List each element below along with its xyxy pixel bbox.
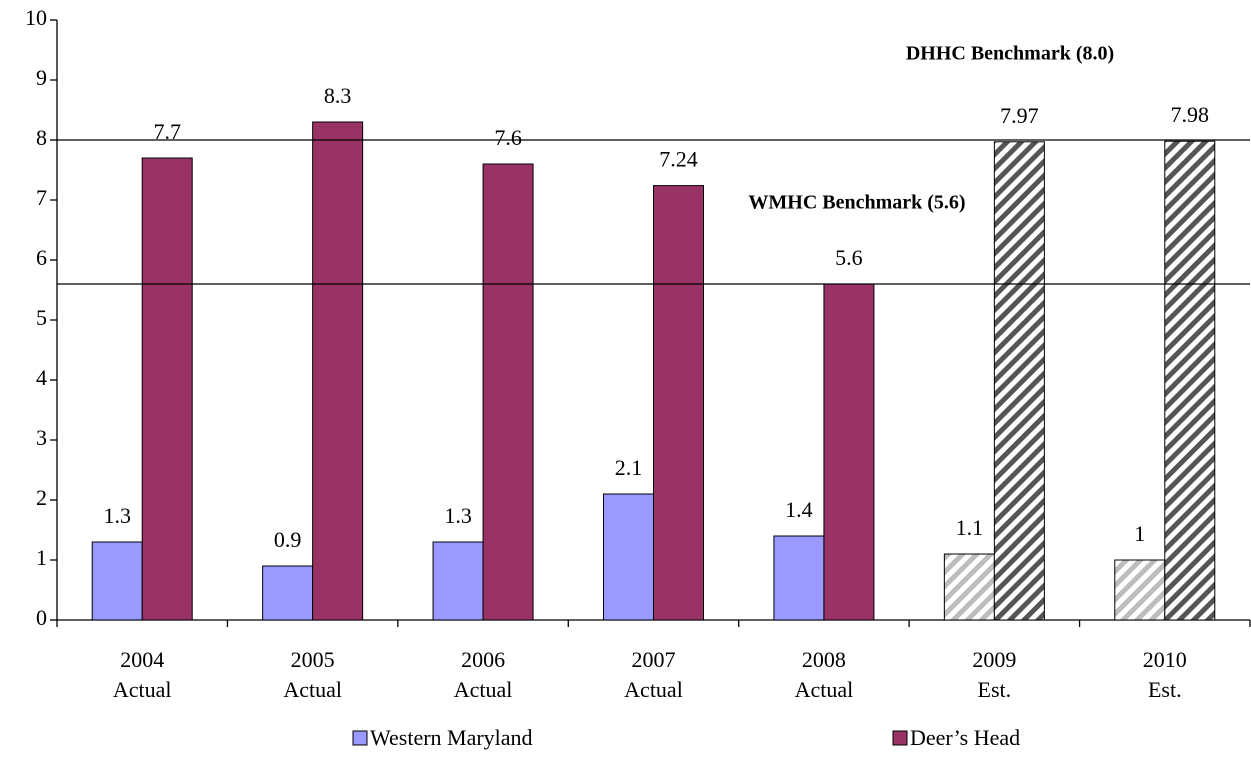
legend-swatch — [892, 730, 908, 746]
y-tick-label: 5 — [36, 305, 47, 330]
value-label: 7.98 — [1171, 102, 1210, 127]
x-tick-label: Est. — [978, 677, 1012, 702]
bar — [823, 283, 875, 621]
x-tick-label: 2006 — [461, 647, 505, 672]
y-tick-label: 8 — [36, 125, 47, 150]
value-label: 8.3 — [324, 83, 352, 108]
value-label: 5.6 — [835, 245, 863, 270]
bar — [603, 493, 654, 621]
legend-swatch — [352, 730, 368, 746]
x-tick-label: Actual — [454, 677, 513, 702]
bar — [482, 163, 534, 621]
legend-label: Western Maryland — [370, 725, 533, 750]
x-tick-label: 2007 — [632, 647, 676, 672]
value-label: 1.1 — [956, 515, 984, 540]
value-label: 7.6 — [494, 125, 522, 150]
bar — [262, 565, 314, 621]
legend-label: Deer’s Head — [910, 725, 1020, 750]
value-label: 7.24 — [659, 147, 698, 172]
bar — [653, 185, 704, 621]
y-tick-label: 6 — [36, 245, 47, 270]
value-label: 1.3 — [444, 503, 472, 528]
reference-label: DHHC Benchmark (8.0) — [906, 43, 1114, 65]
y-tick-label: 10 — [25, 5, 47, 30]
value-label: 1.3 — [103, 503, 131, 528]
reference-label: WMHC Benchmark (5.6) — [748, 192, 965, 214]
bar — [943, 553, 995, 621]
value-label: 7.97 — [1000, 103, 1039, 128]
y-tick-label: 4 — [36, 365, 47, 390]
bar — [1114, 559, 1166, 621]
x-tick-label: Est. — [1148, 677, 1182, 702]
x-tick-label: 2005 — [291, 647, 335, 672]
bar — [432, 541, 484, 621]
x-tick-label: 2010 — [1143, 647, 1187, 672]
y-tick-label: 7 — [36, 185, 47, 210]
value-label: 1.4 — [785, 497, 813, 522]
y-tick-label: 3 — [36, 425, 47, 450]
x-tick-label: Actual — [624, 677, 683, 702]
value-label: 1 — [1134, 521, 1145, 546]
bar — [91, 541, 143, 621]
bar — [773, 535, 825, 621]
x-tick-label: 2008 — [802, 647, 846, 672]
y-tick-label: 0 — [36, 605, 47, 630]
x-tick-label: 2009 — [972, 647, 1016, 672]
value-label: 0.9 — [274, 527, 302, 552]
x-tick-label: Actual — [283, 677, 342, 702]
x-tick-label: Actual — [795, 677, 854, 702]
y-tick-label: 9 — [36, 65, 47, 90]
x-tick-label: Actual — [113, 677, 172, 702]
value-label: 2.1 — [615, 455, 643, 480]
y-tick-label: 2 — [36, 485, 47, 510]
bar — [312, 121, 364, 621]
x-tick-label: 2004 — [120, 647, 164, 672]
y-tick-label: 1 — [36, 545, 47, 570]
bar — [993, 141, 1045, 621]
bar — [141, 157, 193, 621]
bar — [1164, 140, 1216, 621]
